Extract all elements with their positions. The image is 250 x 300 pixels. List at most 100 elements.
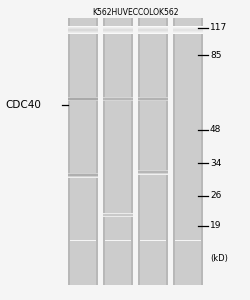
Text: 26: 26: [209, 191, 220, 200]
Bar: [138, 100, 167, 101]
Bar: [68, 30, 98, 31]
Bar: [102, 258, 132, 260]
Bar: [172, 45, 202, 47]
Bar: [172, 154, 202, 156]
Bar: [172, 134, 202, 136]
Bar: [172, 218, 202, 220]
Bar: [138, 27, 167, 28]
Bar: [102, 216, 132, 217]
Bar: [68, 98, 98, 99]
Bar: [138, 69, 167, 71]
Bar: [172, 252, 202, 254]
Bar: [138, 76, 167, 78]
Bar: [138, 25, 167, 27]
Bar: [138, 196, 167, 198]
Bar: [138, 280, 167, 283]
Bar: [138, 189, 167, 192]
Bar: [138, 116, 167, 118]
Bar: [68, 185, 98, 187]
Bar: [138, 40, 167, 43]
Bar: [68, 254, 98, 256]
Bar: [68, 34, 98, 36]
Bar: [102, 99, 132, 100]
Bar: [68, 189, 98, 192]
Bar: [138, 267, 167, 269]
Bar: [138, 31, 167, 32]
Bar: [138, 269, 167, 272]
Bar: [138, 18, 140, 285]
Bar: [68, 230, 98, 232]
Bar: [138, 265, 167, 267]
Bar: [138, 92, 167, 94]
Bar: [172, 220, 202, 223]
Bar: [102, 40, 132, 43]
Bar: [68, 31, 98, 32]
Bar: [138, 203, 167, 205]
Bar: [172, 194, 202, 196]
Bar: [138, 205, 167, 207]
Bar: [68, 47, 98, 49]
Bar: [102, 149, 132, 152]
Bar: [172, 74, 202, 76]
Bar: [102, 209, 132, 211]
Text: 48: 48: [209, 125, 220, 134]
Bar: [68, 207, 98, 209]
Bar: [68, 198, 98, 200]
Bar: [68, 283, 98, 285]
Bar: [138, 258, 167, 260]
Bar: [172, 234, 202, 236]
Bar: [102, 247, 132, 249]
Bar: [172, 236, 202, 238]
Bar: [102, 140, 132, 142]
Bar: [138, 216, 167, 218]
Bar: [138, 134, 167, 136]
Bar: [138, 274, 167, 276]
Bar: [172, 207, 202, 209]
Bar: [102, 25, 132, 27]
Bar: [68, 173, 98, 174]
Bar: [102, 34, 132, 36]
Bar: [172, 105, 202, 107]
Bar: [172, 32, 202, 33]
Bar: [138, 223, 167, 225]
Bar: [102, 56, 132, 58]
Bar: [68, 118, 98, 120]
Bar: [138, 232, 167, 234]
Bar: [68, 278, 98, 281]
Bar: [68, 109, 98, 112]
Bar: [172, 98, 202, 100]
Bar: [68, 200, 98, 203]
Bar: [172, 32, 202, 34]
Bar: [102, 26, 132, 27]
Bar: [68, 76, 98, 78]
Bar: [102, 212, 132, 214]
Bar: [138, 20, 167, 22]
Bar: [68, 256, 98, 258]
Bar: [172, 34, 202, 36]
Bar: [172, 51, 202, 54]
Bar: [172, 158, 202, 160]
Bar: [102, 49, 132, 51]
Bar: [138, 60, 167, 62]
Bar: [68, 100, 98, 103]
Bar: [102, 116, 132, 118]
Bar: [138, 145, 167, 147]
Bar: [172, 258, 202, 260]
Bar: [68, 154, 98, 156]
Bar: [102, 92, 132, 94]
Bar: [102, 22, 132, 25]
Bar: [68, 265, 98, 267]
Bar: [172, 109, 202, 112]
Bar: [68, 172, 98, 173]
Bar: [68, 145, 98, 147]
Bar: [172, 129, 202, 131]
Bar: [138, 114, 167, 116]
Bar: [68, 40, 98, 43]
Bar: [68, 247, 98, 249]
Bar: [68, 216, 98, 218]
Bar: [68, 196, 98, 198]
Bar: [172, 212, 202, 214]
Bar: [172, 103, 202, 105]
Bar: [102, 134, 132, 136]
Bar: [138, 167, 167, 169]
